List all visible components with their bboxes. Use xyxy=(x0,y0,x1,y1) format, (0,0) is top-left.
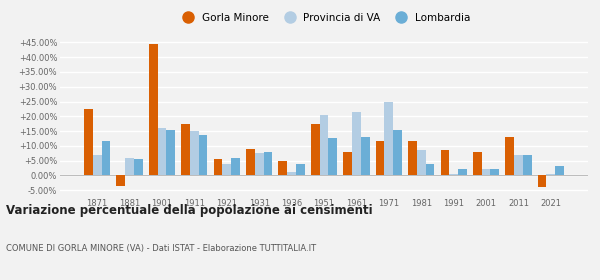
Bar xyxy=(93,155,101,175)
Bar xyxy=(296,164,305,175)
Bar xyxy=(158,128,166,175)
Bar xyxy=(311,124,320,175)
Bar xyxy=(449,174,458,175)
Bar xyxy=(149,44,158,175)
Bar xyxy=(417,150,425,175)
Bar xyxy=(199,136,208,175)
Bar xyxy=(116,175,125,186)
Bar xyxy=(440,150,449,175)
Bar xyxy=(223,164,231,175)
Text: Variazione percentuale della popolazione ai censimenti: Variazione percentuale della popolazione… xyxy=(6,204,373,217)
Bar xyxy=(166,130,175,175)
Bar xyxy=(84,109,93,175)
Bar xyxy=(505,137,514,175)
Bar xyxy=(352,112,361,175)
Bar xyxy=(287,172,296,175)
Bar xyxy=(514,155,523,175)
Bar xyxy=(328,138,337,175)
Bar xyxy=(263,152,272,175)
Bar xyxy=(523,155,532,175)
Bar xyxy=(134,159,143,175)
Bar xyxy=(101,141,110,175)
Text: COMUNE DI GORLA MINORE (VA) - Dati ISTAT - Elaborazione TUTTITALIA.IT: COMUNE DI GORLA MINORE (VA) - Dati ISTAT… xyxy=(6,244,316,253)
Bar xyxy=(547,174,555,175)
Bar xyxy=(473,152,482,175)
Bar xyxy=(361,137,370,175)
Bar xyxy=(214,159,223,175)
Bar xyxy=(278,160,287,175)
Bar xyxy=(538,175,547,187)
Bar xyxy=(320,115,328,175)
Bar xyxy=(190,131,199,175)
Bar xyxy=(231,158,240,175)
Bar xyxy=(555,167,564,175)
Bar xyxy=(458,169,467,175)
Bar xyxy=(181,124,190,175)
Bar xyxy=(125,158,134,175)
Bar xyxy=(482,169,490,175)
Bar xyxy=(343,152,352,175)
Bar xyxy=(376,141,385,175)
Bar xyxy=(425,164,434,175)
Bar xyxy=(408,141,417,175)
Bar xyxy=(246,149,255,175)
Bar xyxy=(393,130,402,175)
Bar xyxy=(490,169,499,175)
Legend: Gorla Minore, Provincia di VA, Lombardia: Gorla Minore, Provincia di VA, Lombardia xyxy=(176,11,472,25)
Bar xyxy=(385,102,393,175)
Bar xyxy=(255,153,263,175)
